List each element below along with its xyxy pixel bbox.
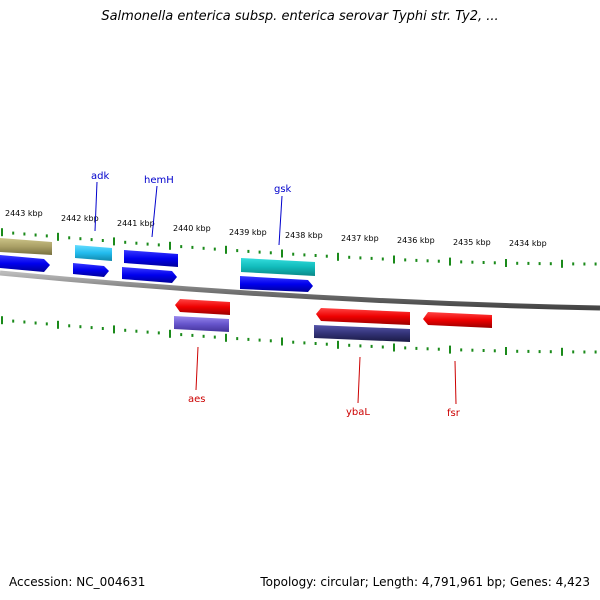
gene-label-ybaL[interactable]: ybaL — [346, 407, 370, 418]
genome-title: Salmonella enterica subsp. enterica sero… — [101, 9, 499, 24]
gene-arrow[interactable] — [73, 263, 109, 277]
chromosome-backbone — [0, 270, 600, 311]
gene-navy[interactable] — [314, 325, 410, 342]
gene-label-gsk[interactable]: gsk — [274, 184, 292, 195]
gene-ybaL[interactable] — [316, 308, 410, 325]
kbp-label: 2438 kbp — [285, 231, 323, 240]
kbp-label: 2441 kbp — [117, 219, 155, 228]
leader-gsk — [278, 195, 283, 246]
gene-label-fsr[interactable]: fsr — [447, 408, 461, 419]
gene-hemH[interactable] — [124, 250, 178, 267]
topology-label: Topology: circular; Length: 4,791,961 bp… — [260, 575, 590, 589]
kbp-label: 2442 kbp — [61, 214, 99, 223]
leader-aes — [195, 346, 199, 391]
gene-adk[interactable] — [75, 245, 112, 261]
tick-row-reverse — [1, 316, 597, 356]
gene-violet[interactable] — [174, 316, 229, 332]
kbp-label: 2437 kbp — [341, 234, 379, 243]
kbp-label: 2434 kbp — [509, 239, 547, 248]
kbp-label: 2435 kbp — [453, 238, 491, 247]
leader-adk — [94, 181, 98, 232]
kbp-label: 2436 kbp — [397, 236, 435, 245]
forward-genes-inner — [0, 255, 313, 292]
leader-ybaL — [357, 356, 361, 404]
gene-label-adk[interactable]: adk — [91, 171, 109, 182]
gene-gsk[interactable] — [241, 258, 315, 276]
gene-arrow[interactable] — [0, 255, 50, 272]
leader-hemH — [151, 185, 158, 238]
gene-aes[interactable] — [175, 299, 230, 315]
gene-arrow[interactable] — [240, 276, 313, 292]
label-leaders — [94, 181, 457, 405]
leader-fsr — [454, 360, 457, 405]
gene-label-aes[interactable]: aes — [188, 394, 206, 405]
accession-label: Accession: NC_004631 — [9, 575, 146, 589]
kbp-label: 2443 kbp — [5, 209, 43, 218]
kbp-label: 2439 kbp — [229, 228, 267, 237]
gene-fsr[interactable] — [423, 312, 492, 328]
kbp-label: 2440 kbp — [173, 224, 211, 233]
gene-arrow[interactable] — [122, 267, 177, 283]
tick-row-forward — [1, 228, 597, 268]
gene-labels: adk hemH gsk aes ybaL fsr — [91, 171, 461, 419]
kbp-labels: 2443 kbp 2442 kbp 2441 kbp 2440 kbp 2439… — [5, 209, 547, 248]
forward-genes — [0, 238, 315, 276]
reverse-genes — [174, 299, 492, 342]
gene-olive[interactable] — [0, 238, 52, 255]
gene-label-hemH[interactable]: hemH — [144, 175, 174, 186]
